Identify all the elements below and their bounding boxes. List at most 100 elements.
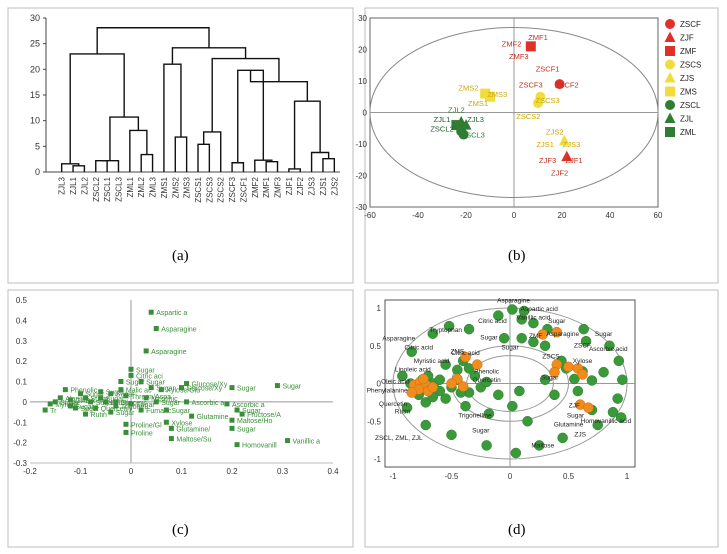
biplot-label: Citric acid — [478, 318, 507, 325]
loading-label: Sugar — [116, 410, 135, 417]
biplot-label: Glutamine — [554, 422, 584, 429]
legend-label: ZJL — [680, 115, 694, 124]
panel-frame-2 — [7, 289, 354, 548]
loading-label: Sugar — [136, 367, 155, 374]
y-tick-label: 0 — [23, 398, 28, 407]
variable-point — [446, 429, 457, 441]
loading-point — [158, 387, 164, 393]
y-tick-label: 20 — [30, 64, 40, 74]
leaf-label: ZJF2 — [296, 176, 305, 195]
score-label: ZJF3 — [539, 156, 556, 165]
score-point — [554, 79, 565, 90]
loading-point — [234, 442, 240, 448]
loading-point — [143, 348, 149, 354]
y-tick-label: -0.3 — [13, 459, 27, 468]
variable-point — [613, 355, 625, 367]
score-label: ZMS2 — [458, 83, 478, 92]
loading-label: Proline/Gl — [131, 422, 162, 429]
x-tick-label: -0.5 — [445, 472, 459, 481]
biplot-label: Maltose — [531, 443, 554, 450]
dendrogram-link — [211, 57, 280, 132]
legend-marker — [664, 31, 676, 42]
loading-label: Aspartic a — [156, 310, 187, 317]
legend-marker — [664, 72, 676, 83]
loading-label: Sugar — [156, 386, 175, 393]
loading-label: Sugar — [161, 400, 180, 407]
biplot-label: Sugar — [548, 318, 566, 325]
legend-marker — [664, 112, 676, 123]
loading-label: Ascorbic a — [232, 402, 265, 409]
variable-point — [420, 419, 432, 431]
loading-point — [184, 381, 190, 387]
y-tick-label: 0 — [35, 167, 40, 177]
loading-point — [184, 399, 190, 405]
leaf-label: ZJF1 — [285, 176, 294, 195]
biplot-label: Trigonelline — [458, 412, 492, 419]
variable-point — [578, 323, 589, 335]
dendrogram-link — [95, 160, 108, 172]
loading-point — [67, 397, 73, 403]
variable-point — [483, 408, 495, 419]
loading-label: Asparagine — [161, 327, 197, 334]
loading-label: Fumaric — [146, 408, 172, 415]
leaf-label: ZSCS2 — [217, 176, 226, 202]
loading-label: Sugar — [96, 400, 115, 407]
score-label: ZMS3 — [487, 90, 507, 99]
loading-label: Sugar — [116, 392, 135, 399]
x-tick-label: 0 — [512, 211, 517, 220]
dendrogram-link — [69, 53, 125, 164]
loading-label: Sugar — [237, 426, 256, 433]
panel-frame-0 — [7, 7, 354, 284]
x-tick-label: 0.2 — [226, 467, 238, 476]
legend-label: ZSCL — [680, 101, 701, 110]
loading-point — [113, 399, 119, 405]
y-tick-label: 0.4 — [16, 316, 28, 325]
observation-point — [446, 378, 457, 389]
y-tick-label: 10 — [358, 77, 367, 86]
y-tick-label: 15 — [30, 90, 40, 100]
biplot-label: ZSCF — [574, 342, 591, 349]
legend-label: ZJS — [680, 74, 694, 83]
biplot-label: ZSCL, ZML, ZJL — [375, 435, 423, 442]
loading-label: Phenolic — [70, 388, 97, 395]
y-tick-label: -20 — [355, 172, 367, 181]
variable-point — [420, 397, 432, 408]
variable-point — [507, 400, 518, 412]
loading-point — [72, 405, 78, 411]
loading-label: Glucose/Xy — [192, 382, 228, 389]
dendrogram-link — [293, 100, 321, 169]
loading-label: Trigonel — [121, 404, 146, 411]
loading-point — [83, 411, 89, 417]
variable-point — [557, 432, 568, 444]
loading-point — [229, 385, 235, 391]
y-tick-label: 20 — [358, 46, 367, 55]
loading-label: Sugar — [237, 386, 256, 393]
variable-point — [516, 332, 527, 344]
dendrogram-link — [197, 143, 211, 172]
biplot-label: Sugar — [480, 335, 498, 342]
score-point — [525, 41, 536, 52]
biplot-label: Sugar — [595, 331, 613, 338]
leaf-label: ZMS1 — [160, 176, 169, 198]
biplot-label: Linoleic acid — [395, 366, 431, 373]
loading-point — [224, 401, 230, 407]
biplot-label: Oleic acid — [381, 379, 410, 386]
loading-point — [274, 383, 280, 389]
y-tick-label: -0.2 — [13, 439, 27, 448]
biplot-label: ZMF — [529, 333, 542, 340]
loading-point — [123, 421, 129, 427]
loading-point — [47, 401, 53, 407]
variable-point — [443, 320, 455, 332]
leaf-label: ZSCL3 — [114, 176, 123, 201]
leaf-label: ZML1 — [126, 176, 135, 197]
loading-label: Maltose/Su — [176, 437, 211, 444]
biplot-label: Tryptophan — [429, 327, 462, 334]
score-point — [458, 129, 469, 140]
leaf-label: ZSCF1 — [239, 176, 248, 202]
score-point — [485, 91, 495, 102]
dendrogram-link — [310, 151, 330, 172]
y-tick-label: 25 — [30, 39, 40, 49]
